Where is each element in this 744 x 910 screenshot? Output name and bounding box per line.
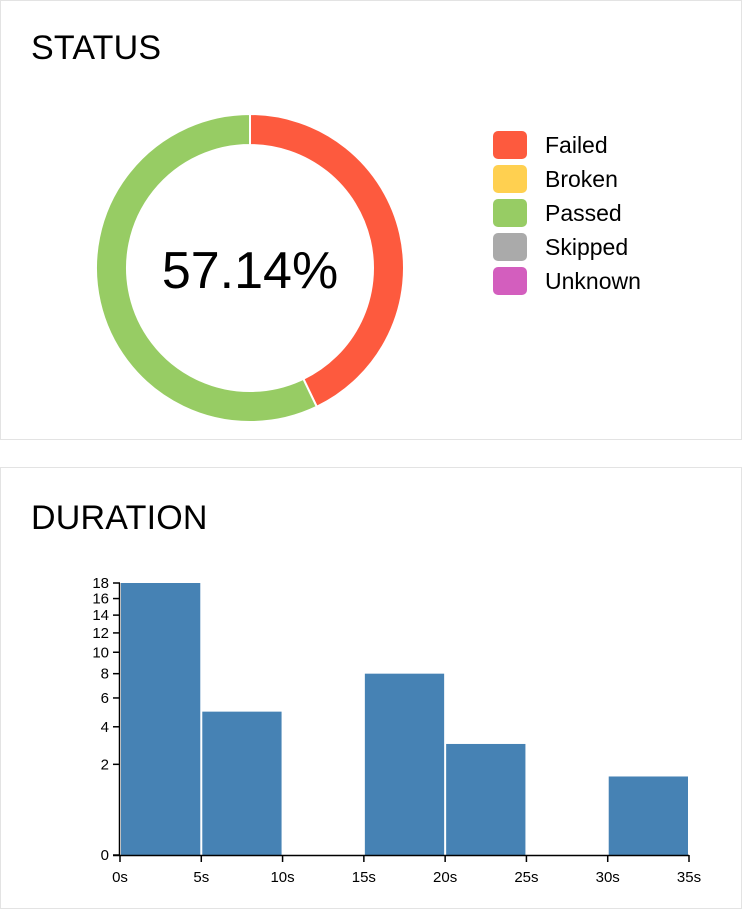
legend-swatch-passed bbox=[493, 199, 527, 227]
histogram-bar bbox=[202, 711, 282, 855]
legend-label: Passed bbox=[545, 199, 622, 226]
legend-label: Broken bbox=[545, 165, 618, 192]
legend-item-skipped: Skipped bbox=[493, 230, 641, 264]
legend-swatch-skipped bbox=[493, 233, 527, 261]
x-tick-label: 10s bbox=[270, 869, 294, 886]
y-tick-label: 6 bbox=[101, 690, 109, 707]
donut-slice-passed bbox=[95, 112, 319, 423]
legend-item-unknown: Unknown bbox=[493, 264, 641, 298]
x-tick-label: 20s bbox=[433, 869, 457, 886]
legend-swatch-failed bbox=[493, 131, 527, 159]
status-donut-chart: 57.14% bbox=[95, 112, 405, 423]
duration-title: DURATION bbox=[31, 499, 208, 537]
donut-slice-failed bbox=[249, 112, 405, 409]
legend-swatch-broken bbox=[493, 165, 527, 193]
y-tick-label: 2 bbox=[101, 756, 109, 773]
x-tick-label: 35s bbox=[677, 869, 701, 886]
legend-item-passed: Passed bbox=[493, 196, 641, 230]
x-tick-label: 15s bbox=[352, 869, 376, 886]
histogram-bar bbox=[364, 673, 445, 855]
status-title: STATUS bbox=[31, 29, 162, 67]
histogram-bar bbox=[121, 583, 201, 855]
y-tick-label: 0 bbox=[101, 847, 109, 864]
y-tick-label: 4 bbox=[101, 719, 109, 736]
donut-center-label: 57.14% bbox=[162, 242, 338, 300]
y-tick-label: 8 bbox=[101, 666, 109, 683]
x-tick-label: 30s bbox=[596, 869, 620, 886]
y-tick-label: 10 bbox=[92, 644, 109, 661]
legend-label: Skipped bbox=[545, 233, 629, 260]
y-tick-label: 18 bbox=[92, 575, 109, 592]
histogram-bar bbox=[446, 743, 526, 855]
x-tick-label: 5s bbox=[193, 869, 209, 886]
y-tick-label: 12 bbox=[92, 625, 109, 642]
status-card: STATUS 57.14% Failed Broken Passed Skipped U… bbox=[0, 0, 742, 440]
y-tick-label: 16 bbox=[92, 591, 109, 608]
y-tick-label: 14 bbox=[92, 607, 109, 624]
legend-item-failed: Failed bbox=[493, 128, 641, 162]
legend-swatch-unknown bbox=[493, 267, 527, 295]
legend-item-broken: Broken bbox=[493, 162, 641, 196]
histogram-bar bbox=[608, 776, 688, 855]
status-legend: Failed Broken Passed Skipped Unknown bbox=[493, 128, 641, 298]
legend-label: Failed bbox=[545, 131, 608, 158]
x-tick-label: 25s bbox=[514, 869, 538, 886]
legend-label: Unknown bbox=[545, 267, 641, 294]
x-tick-label: 0s bbox=[112, 869, 128, 886]
duration-card: DURATION 0 2 4 6 8 10 12 14 16 18 0s 5s 10s 15s 20s 25s… bbox=[0, 467, 742, 909]
